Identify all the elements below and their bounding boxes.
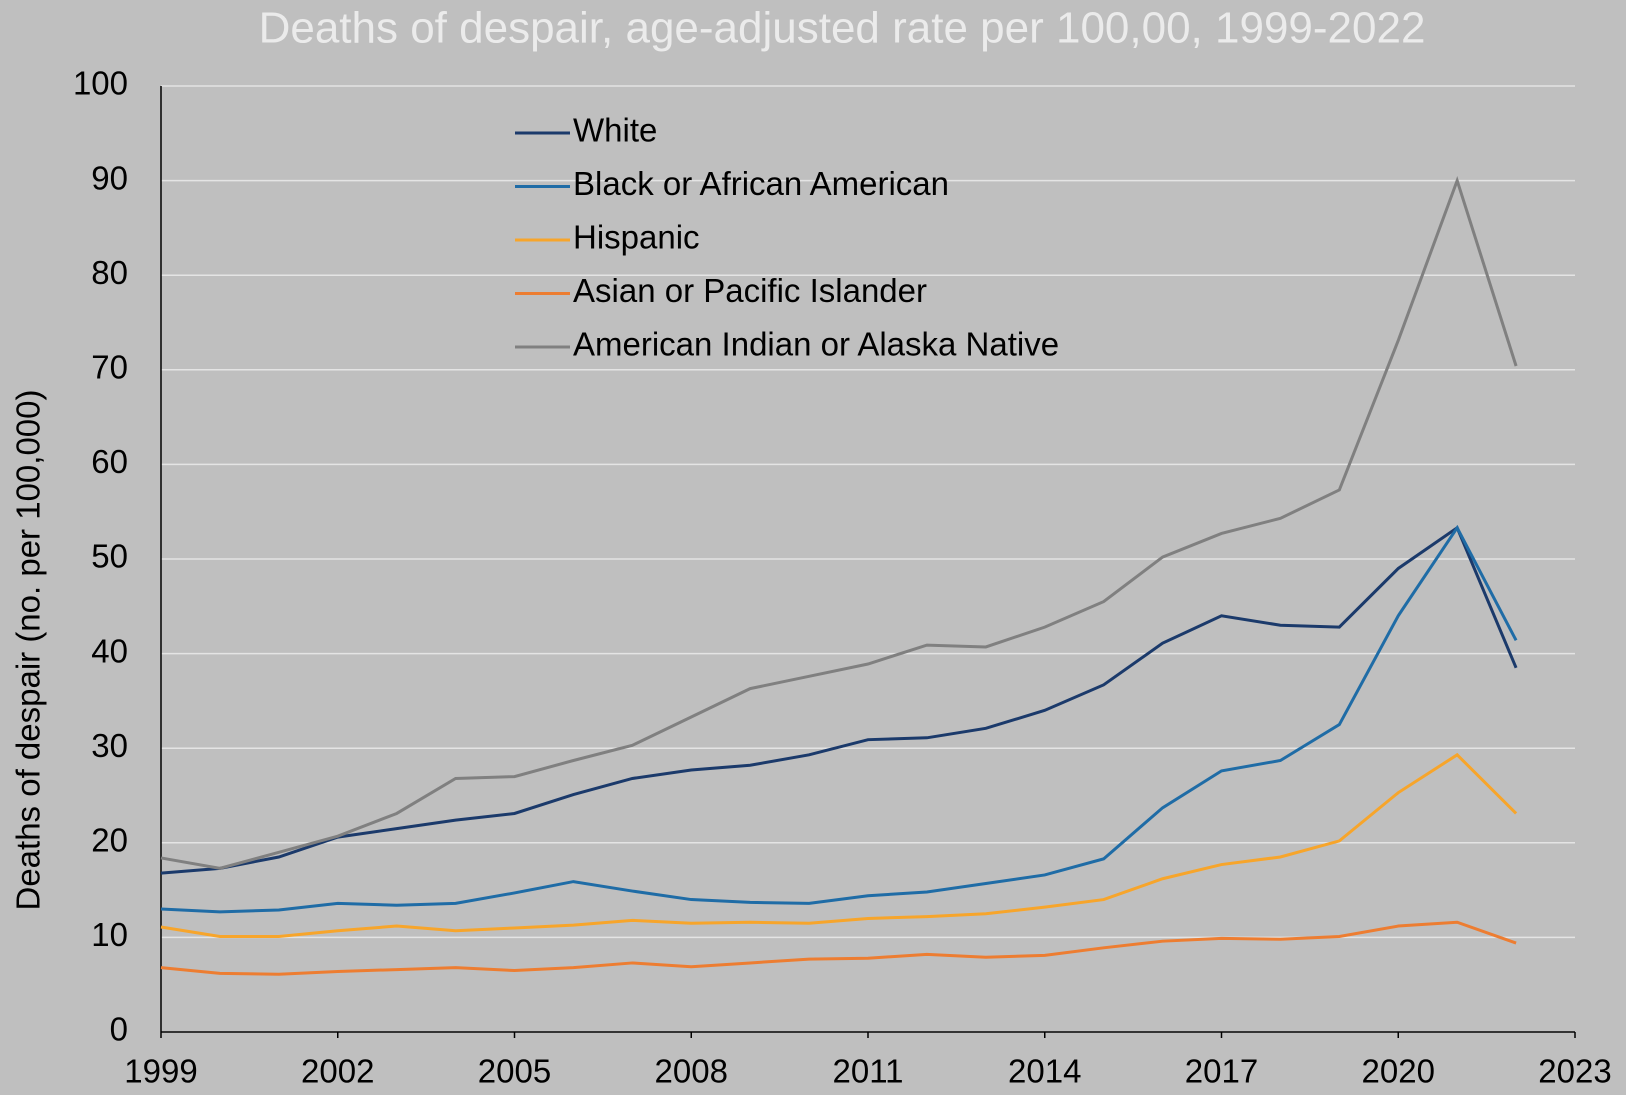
line-series xyxy=(160,525,1518,875)
x-tick-label: 2023 xyxy=(1538,1053,1611,1090)
x-tick-label: 2008 xyxy=(655,1053,728,1090)
x-tick-label: 1999 xyxy=(124,1053,197,1090)
y-tick-label: 70 xyxy=(91,349,128,386)
line-series xyxy=(160,524,1518,914)
x-tick-label: 2017 xyxy=(1185,1053,1258,1090)
x-tick-label: 2014 xyxy=(1008,1053,1081,1090)
y-tick-label: 10 xyxy=(91,916,128,953)
legend-label: Hispanic xyxy=(573,219,700,256)
x-tick-label: 2002 xyxy=(301,1053,374,1090)
legend-label: Black or African American xyxy=(573,165,949,202)
x-tick-label: 2020 xyxy=(1362,1053,1435,1090)
line-series xyxy=(160,752,1518,938)
y-tick-label: 40 xyxy=(91,632,128,669)
y-tick-label: 80 xyxy=(91,254,128,291)
legend-label: American Indian or Alaska Native xyxy=(573,326,1059,363)
legend-label: Asian or Pacific Islander xyxy=(573,272,927,309)
legend-label: White xyxy=(573,112,657,149)
y-tick-label: 90 xyxy=(91,159,128,196)
y-tick-label: 60 xyxy=(91,443,128,480)
x-tick-label: 2011 xyxy=(833,1053,904,1090)
line-series xyxy=(160,175,1518,870)
x-tick-label: 2005 xyxy=(478,1053,551,1090)
y-tick-label: 30 xyxy=(91,727,128,764)
y-tick-label: 0 xyxy=(110,1011,128,1048)
chart-title: Deaths of despair, age-adjusted rate per… xyxy=(259,4,1426,53)
y-tick-label: 50 xyxy=(91,538,128,575)
y-tick-label: 20 xyxy=(91,822,128,859)
line-series xyxy=(160,920,1517,976)
y-tick-label: 100 xyxy=(73,65,128,102)
y-axis-label: Deaths of despair (no. per 100,000) xyxy=(10,390,47,911)
